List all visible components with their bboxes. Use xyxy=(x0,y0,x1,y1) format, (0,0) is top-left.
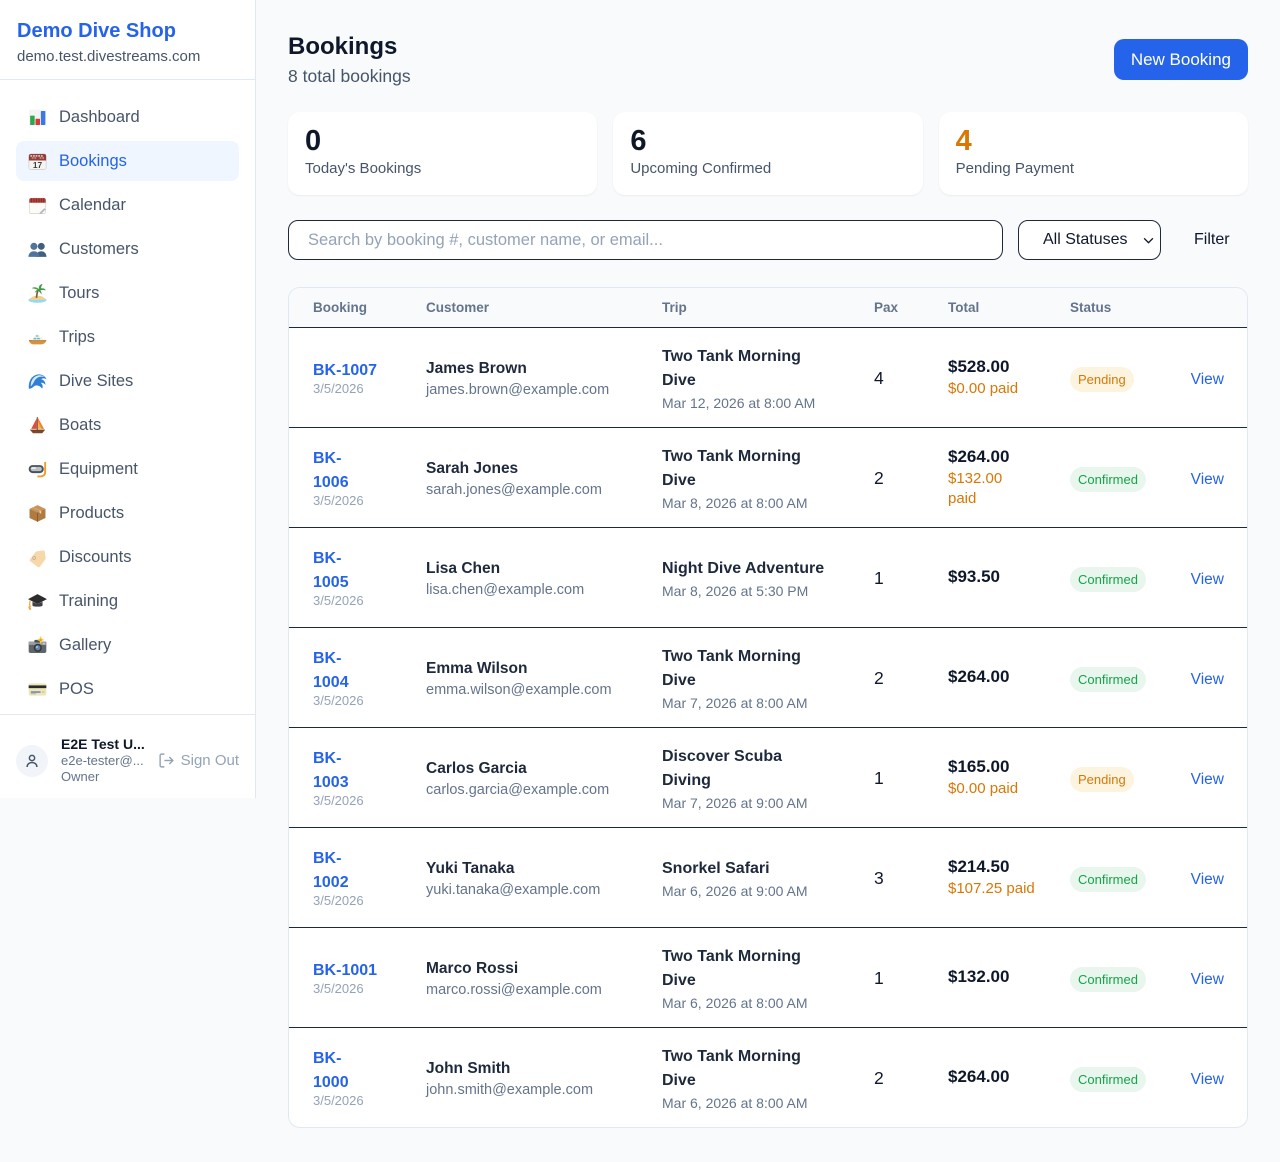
svg-text:17: 17 xyxy=(33,160,43,170)
